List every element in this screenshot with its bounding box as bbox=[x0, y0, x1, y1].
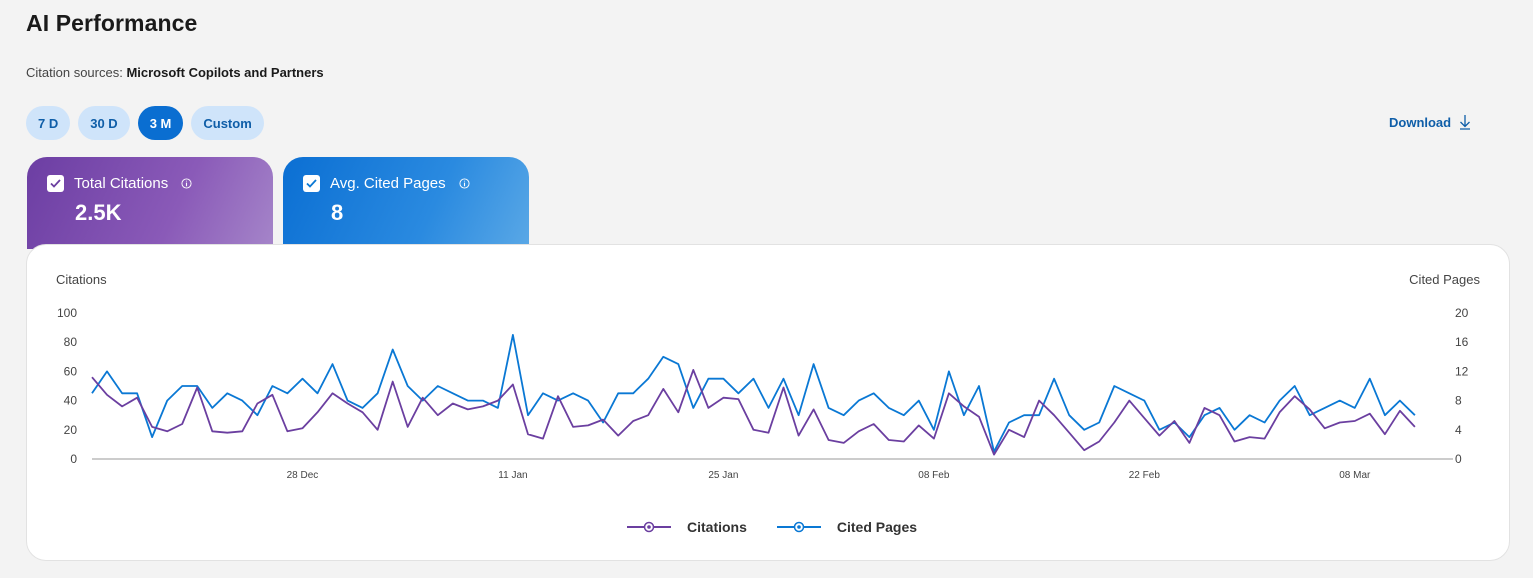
x-tick-label: 22 Feb bbox=[1129, 470, 1161, 481]
legend-label-cited-pages: Cited Pages bbox=[836, 519, 918, 535]
y-right-tick-label: 0 bbox=[1455, 452, 1462, 466]
y-right-tick-label: 8 bbox=[1455, 394, 1462, 408]
total-citations-label: Total Citations bbox=[74, 175, 169, 192]
legend-item-cited-pages[interactable]: Cited Pages bbox=[776, 519, 918, 535]
avg-cited-pages-card[interactable]: Avg. Cited Pages 8 bbox=[283, 157, 529, 249]
legend-label-citations: Citations bbox=[687, 519, 747, 535]
y-left-tick-label: 0 bbox=[70, 452, 77, 466]
chart-panel: Citations Cited Pages 0 20 40 60 80 100 0 4 8 12 1… bbox=[26, 244, 1510, 561]
total-citations-value: 2.5K bbox=[75, 200, 122, 225]
cited-pages-legend-icon bbox=[776, 521, 821, 533]
range-7d-button[interactable]: 7 D bbox=[26, 106, 71, 140]
legend-item-citations[interactable]: Citations bbox=[627, 519, 747, 535]
range-selector: 7 D 30 D 3 M Custom bbox=[26, 106, 264, 140]
page-title: AI Performance bbox=[26, 10, 198, 36]
download-icon bbox=[1460, 115, 1471, 130]
y-left-tick-label: 80 bbox=[64, 335, 78, 349]
download-label: Download bbox=[1389, 114, 1452, 130]
x-tick-label: 28 Dec bbox=[287, 470, 319, 481]
citation-sources-label: Citation sources: bbox=[26, 65, 123, 80]
range-30d-button[interactable]: 30 D bbox=[78, 106, 130, 140]
info-icon[interactable] bbox=[459, 178, 470, 189]
citations-series-line bbox=[91, 369, 1416, 456]
citation-sources-value: Microsoft Copilots and Partners bbox=[126, 65, 324, 80]
y-right-tick-label: 16 bbox=[1455, 335, 1469, 349]
y-left-tick-label: 20 bbox=[64, 423, 78, 437]
checkmark-icon bbox=[306, 179, 317, 188]
avg-cited-pages-checkbox[interactable] bbox=[303, 175, 320, 192]
x-tick-label: 11 Jan bbox=[498, 470, 527, 481]
x-tick-label: 08 Feb bbox=[918, 470, 950, 481]
total-citations-checkbox[interactable] bbox=[47, 175, 64, 192]
chart-legend: Citations Cited Pages bbox=[627, 519, 917, 535]
x-tick-label: 25 Jan bbox=[708, 470, 738, 481]
download-button[interactable]: Download bbox=[1389, 114, 1471, 130]
cited-pages-series-line bbox=[91, 334, 1416, 453]
citation-sources: Citation sources: Microsoft Copilots and… bbox=[26, 65, 324, 80]
avg-cited-pages-label: Avg. Cited Pages bbox=[330, 175, 446, 192]
y-right-tick-label: 4 bbox=[1455, 423, 1462, 437]
y-left-axis-title: Citations bbox=[56, 272, 107, 287]
x-tick-label: 08 Mar bbox=[1339, 470, 1371, 481]
range-custom-button[interactable]: Custom bbox=[191, 106, 264, 140]
y-left-tick-label: 60 bbox=[64, 364, 78, 378]
avg-cited-pages-value: 8 bbox=[331, 200, 344, 225]
citations-legend-icon bbox=[627, 521, 671, 533]
y-right-tick-label: 12 bbox=[1455, 364, 1469, 378]
info-icon[interactable] bbox=[181, 178, 192, 189]
total-citations-card[interactable]: Total Citations 2.5K bbox=[27, 157, 273, 249]
line-chart: 0 20 40 60 80 100 0 4 8 12 16 20 28 Dec 11 Jan 25 Jan 0… bbox=[57, 306, 1469, 481]
y-right-axis-title: Cited Pages bbox=[1409, 272, 1480, 287]
range-3m-button[interactable]: 3 M bbox=[137, 106, 184, 140]
y-left-tick-label: 40 bbox=[64, 394, 78, 408]
checkmark-icon bbox=[50, 179, 61, 188]
y-right-tick-label: 20 bbox=[1455, 306, 1469, 320]
y-left-tick-label: 100 bbox=[57, 306, 77, 320]
